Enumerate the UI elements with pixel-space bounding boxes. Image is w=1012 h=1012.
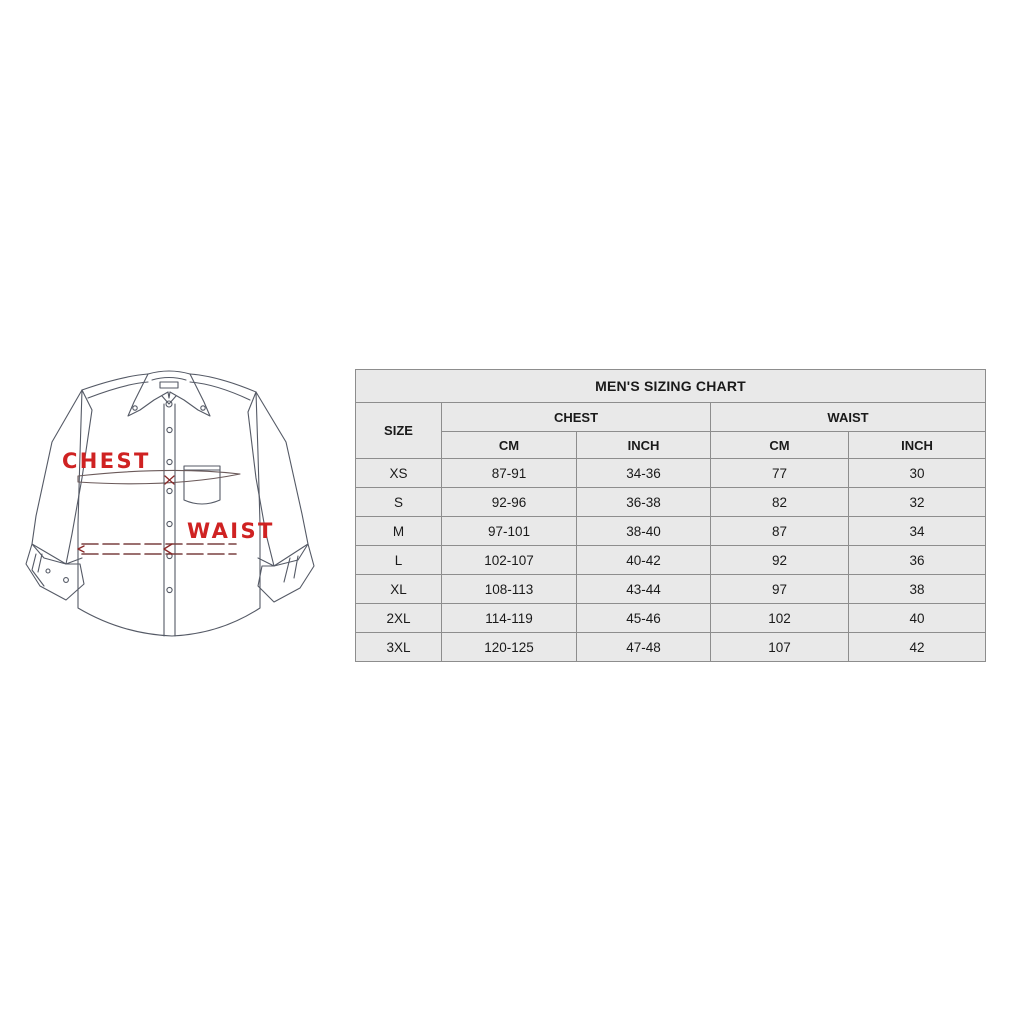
cell-chest-inch: 43-44 [576, 574, 711, 604]
cell-waist-cm: 77 [710, 458, 849, 488]
column-group-chest: CHEST [441, 402, 711, 432]
page-title: MEN'S SIZING CHART [354, 369, 987, 403]
cell-waist-inch: 36 [847, 545, 987, 575]
cell-chest-cm: 114-119 [441, 603, 577, 633]
cell-waist-cm: 107 [710, 632, 849, 662]
left-shoulder [81, 373, 149, 391]
cell-chest-cm: 108-113 [441, 574, 577, 604]
cell-chest-cm: 120-125 [441, 632, 577, 662]
table-row: M 97-101 38-40 87 34 [355, 516, 987, 546]
cell-size: XL [355, 574, 442, 604]
button-2 [166, 458, 173, 466]
chest-measure-line [77, 469, 241, 485]
button-6 [166, 586, 173, 594]
button-3 [166, 487, 173, 495]
left-cuff [25, 543, 85, 601]
cell-waist-cm: 102 [710, 603, 849, 633]
table-row: S 92-96 36-38 82 32 [355, 487, 987, 517]
left-sleeve-outline [31, 389, 83, 565]
top-button [165, 400, 173, 408]
cell-chest-inch: 47-48 [576, 632, 711, 662]
column-header-chest-cm: CM [441, 431, 577, 459]
right-cuff-line [283, 557, 291, 583]
collar-button-left [132, 405, 138, 411]
chest-label: CHEST [62, 449, 151, 473]
right-cuff [257, 543, 315, 603]
cell-size: S [355, 487, 442, 517]
cell-size: L [355, 545, 442, 575]
left-cuff-button-2 [63, 577, 69, 583]
cell-waist-inch: 34 [847, 516, 987, 546]
right-sleeve-inner [247, 391, 275, 567]
body-right-edge [171, 391, 261, 637]
cell-waist-inch: 38 [847, 574, 987, 604]
waist-arrow-left [163, 543, 173, 555]
cell-waist-cm: 97 [710, 574, 849, 604]
column-group-waist: WAIST [709, 402, 987, 432]
collar-right [169, 373, 211, 417]
cell-chest-cm: 92-96 [441, 487, 577, 517]
table-row: XS 87-91 34-36 77 30 [355, 458, 987, 488]
collar-notch [167, 391, 171, 399]
cell-chest-cm: 87-91 [441, 458, 577, 488]
unit-header-row: CM INCH CM INCH [356, 431, 987, 459]
body-left-edge [77, 389, 173, 637]
column-header-waist-inch: INCH [847, 431, 987, 459]
collar-band-inner [151, 376, 187, 381]
cell-waist-inch: 42 [847, 632, 987, 662]
cell-waist-inch: 40 [847, 603, 987, 633]
waist-label: WAIST [187, 519, 275, 543]
collar-label [159, 381, 179, 389]
cell-chest-inch: 38-40 [576, 516, 711, 546]
table-title-row: MEN'S SIZING CHART [354, 369, 987, 403]
left-cuff-line [37, 553, 43, 573]
cell-chest-cm: 102-107 [441, 545, 577, 575]
left-cuff-fold [31, 553, 45, 587]
table-row: 3XL 120-125 47-48 107 42 [355, 632, 987, 662]
cell-waist-cm: 87 [710, 516, 849, 546]
cell-chest-inch: 36-38 [576, 487, 711, 517]
column-header-size: SIZE [355, 402, 442, 459]
waist-arrow-edge [77, 545, 85, 553]
cell-chest-inch: 45-46 [576, 603, 711, 633]
cell-waist-inch: 30 [847, 458, 987, 488]
table-row: 2XL 114-119 45-46 102 40 [355, 603, 987, 633]
chest-measure-marker [164, 475, 175, 485]
sizing-table-container: MEN'S SIZING CHART SIZE CHEST WAIST CM I… [354, 369, 987, 662]
cell-waist-cm: 92 [710, 545, 849, 575]
mens-sizing-table: MEN'S SIZING CHART SIZE CHEST WAIST CM I… [354, 369, 987, 662]
cell-chest-inch: 40-42 [576, 545, 711, 575]
table-row: L 102-107 40-42 92 36 [355, 545, 987, 575]
group-header-row: SIZE CHEST WAIST [355, 402, 987, 459]
cell-size: M [355, 516, 442, 546]
button-4 [166, 520, 173, 528]
waist-measure-line [81, 543, 237, 555]
cell-waist-cm: 82 [710, 487, 849, 517]
cell-waist-inch: 32 [847, 487, 987, 517]
right-shoulder [189, 373, 257, 393]
left-yoke-seam [87, 381, 149, 399]
left-cuff-button [45, 568, 51, 574]
cell-size: 3XL [355, 632, 442, 662]
column-header-waist-cm: CM [710, 431, 849, 459]
cell-chest-cm: 97-101 [441, 516, 577, 546]
cell-size: 2XL [355, 603, 442, 633]
button-1 [166, 426, 173, 434]
left-sleeve-inner [65, 389, 93, 565]
chest-pocket [183, 465, 221, 505]
shirt-illustration: CHEST WAIST [22, 358, 332, 658]
cell-chest-inch: 34-36 [576, 458, 711, 488]
collar-left [127, 373, 169, 417]
right-cuff-line-2 [293, 555, 299, 579]
collar-button-right [200, 405, 206, 411]
table-body: XS 87-91 34-36 77 30 S 92-96 36-38 82 32 M 97-101 38… [355, 458, 987, 662]
table-row: XL 108-113 43-44 97 38 [355, 574, 987, 604]
cell-size: XS [355, 458, 442, 488]
collar-v [161, 395, 177, 405]
column-header-chest-inch: INCH [576, 431, 711, 459]
collar-band-top [147, 370, 191, 375]
